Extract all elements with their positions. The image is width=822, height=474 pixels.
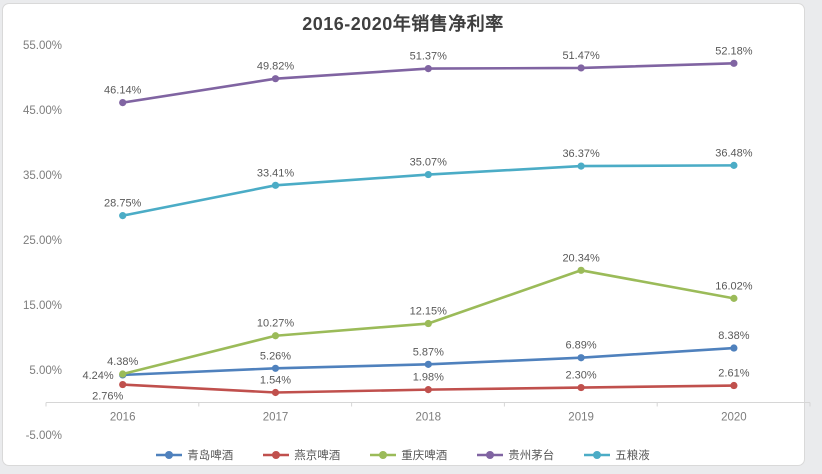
- series-point-marker: [577, 64, 585, 72]
- chart-legend: 青岛啤酒 燕京啤酒 重庆啤酒 贵州茅台 五粮液: [0, 446, 806, 464]
- series-point-marker: [271, 75, 280, 83]
- series-point-marker: [271, 181, 280, 189]
- x-axis-label: 2020: [721, 412, 747, 424]
- series-point-marker: [271, 388, 280, 397]
- data-point-label: 1.54%: [260, 374, 291, 386]
- data-point-label: 33.41%: [257, 167, 295, 179]
- data-point-label: 52.18%: [715, 45, 753, 57]
- series-point-marker: [577, 354, 585, 362]
- data-point-label: 2.76%: [92, 391, 123, 403]
- series-point-marker: [119, 380, 127, 389]
- legend-item: 重庆啤酒: [370, 447, 447, 463]
- series-point-marker: [577, 383, 585, 392]
- legend-line-marker-icon: [477, 451, 504, 459]
- data-point-label: 1.98%: [413, 372, 444, 384]
- data-point-label: 36.37%: [562, 148, 600, 160]
- series-point-marker: [424, 386, 432, 394]
- data-point-label: 16.02%: [715, 280, 753, 292]
- y-axis-tick-label: 25.00%: [23, 235, 62, 247]
- series-point-marker: [424, 360, 432, 368]
- data-point-label: 46.14%: [104, 85, 142, 97]
- x-axis-label: 2019: [568, 412, 594, 424]
- legend-line-marker-icon: [370, 451, 397, 459]
- data-point-label: 2.61%: [718, 368, 749, 380]
- series-point-marker: [577, 162, 585, 170]
- series-point-marker: [119, 98, 127, 107]
- y-axis-tick-label: 35.00%: [23, 170, 62, 182]
- legend-item: 贵州茅台: [477, 447, 554, 463]
- data-point-label: 51.47%: [562, 50, 600, 62]
- data-point-label: 5.26%: [260, 350, 291, 362]
- data-point-label: 35.07%: [410, 157, 448, 169]
- series-point-marker: [577, 266, 585, 274]
- series-point-marker: [271, 364, 280, 372]
- legend-label: 重庆啤酒: [401, 450, 448, 462]
- y-axis-tick-label: 55.00%: [23, 40, 62, 52]
- data-point-label: 51.37%: [410, 51, 448, 63]
- y-axis-tick-label: 5.00%: [29, 365, 62, 377]
- y-axis-tick-label: 45.00%: [23, 105, 62, 117]
- data-point-label: 10.27%: [257, 318, 295, 330]
- series-point-marker: [424, 64, 432, 73]
- data-point-label: 20.34%: [562, 252, 600, 264]
- data-point-label: 12.15%: [410, 306, 448, 318]
- x-axis-label: 2016: [110, 412, 136, 424]
- legend-item: 五粮液: [584, 447, 650, 463]
- series-point-marker: [119, 370, 127, 378]
- legend-label: 燕京啤酒: [294, 450, 341, 462]
- series-point-marker: [730, 59, 738, 67]
- x-axis-label: 2017: [263, 412, 289, 424]
- data-point-label: 2.30%: [565, 370, 596, 382]
- data-point-label: 8.38%: [718, 330, 749, 342]
- legend-label: 五粮液: [615, 450, 650, 462]
- series-point-marker: [119, 212, 127, 220]
- data-point-label: 36.48%: [715, 147, 753, 159]
- data-point-label: 28.75%: [104, 198, 142, 210]
- legend-label: 青岛啤酒: [187, 450, 234, 462]
- series-point-marker: [730, 294, 738, 302]
- legend-item: 燕京啤酒: [263, 447, 340, 463]
- data-point-label: 4.24%: [82, 370, 113, 382]
- legend-line-marker-icon: [584, 451, 611, 459]
- series-point-marker: [730, 344, 738, 352]
- series-point-marker: [730, 161, 738, 169]
- y-axis-tick-label: -5.00%: [26, 430, 62, 442]
- series-point-marker: [730, 381, 738, 390]
- series-point-marker: [271, 332, 280, 340]
- data-point-label: 49.82%: [257, 61, 295, 73]
- x-axis-label: 2018: [416, 412, 442, 424]
- legend-line-marker-icon: [263, 451, 290, 459]
- data-point-label: 6.89%: [565, 340, 596, 352]
- series-point-marker: [424, 170, 432, 179]
- y-axis-tick-label: 15.00%: [23, 300, 62, 312]
- series-point-marker: [424, 319, 432, 328]
- chart-title: 2016-2020年销售净利率: [302, 14, 504, 34]
- legend-line-marker-icon: [156, 451, 183, 459]
- data-point-label: 5.87%: [413, 346, 444, 358]
- data-point-label: 4.38%: [107, 356, 138, 368]
- legend-label: 贵州茅台: [508, 450, 555, 462]
- legend-item: 青岛啤酒: [156, 447, 233, 463]
